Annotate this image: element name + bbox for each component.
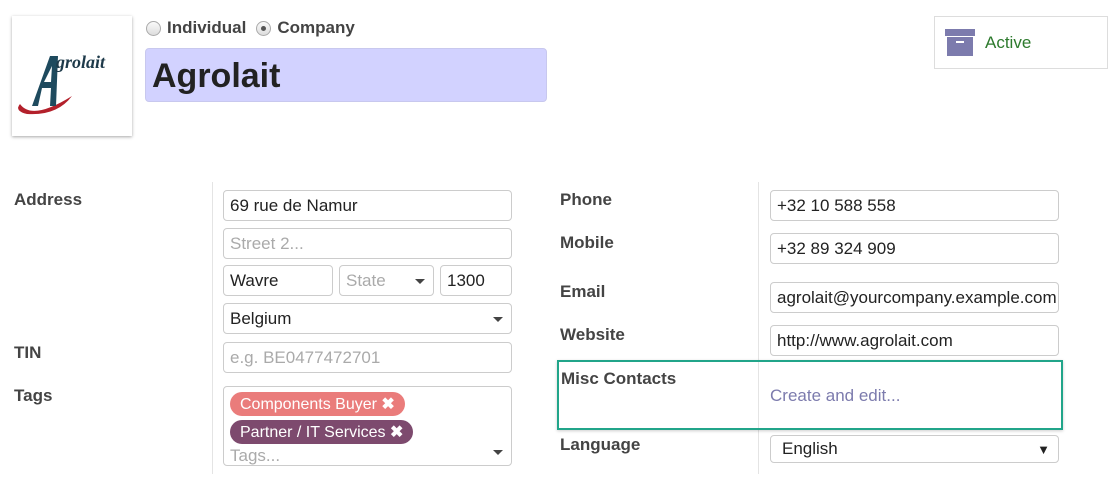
phone-label: Phone	[560, 190, 612, 209]
company-logo[interactable]: grolait	[12, 16, 132, 136]
state-placeholder: State	[346, 270, 386, 290]
tin-label: TIN	[14, 343, 42, 362]
language-label: Language	[560, 435, 641, 454]
individual-radio[interactable]: Individual	[146, 18, 246, 38]
street-input[interactable]: 69 rue de Namur	[223, 190, 512, 221]
language-value: English	[782, 439, 838, 458]
active-label: Active	[985, 32, 1032, 52]
svg-text:grolait: grolait	[55, 52, 106, 72]
radio-unchecked-icon	[146, 20, 161, 36]
create-and-edit-link[interactable]: Create and edit...	[770, 386, 901, 405]
mobile-input[interactable]: +32 89 324 909	[770, 233, 1059, 264]
caret-down-icon: ▼	[1037, 441, 1050, 457]
tags-label: Tags	[14, 386, 53, 405]
language-select[interactable]: English ▼	[770, 435, 1059, 463]
agrolait-logo-image: grolait	[18, 52, 106, 115]
company-name-input[interactable]: Agrolait	[145, 48, 547, 102]
state-select[interactable]: State	[339, 265, 434, 296]
individual-label: Individual	[167, 18, 247, 37]
misc-contacts-label: Misc Contacts	[561, 369, 677, 388]
website-input[interactable]: http://www.agrolait.com	[770, 325, 1059, 356]
tag-label: Partner / IT Services	[240, 424, 386, 441]
street2-input[interactable]: Street 2...	[223, 228, 512, 259]
website-label: Website	[560, 325, 625, 344]
caret-down-icon	[415, 279, 425, 284]
city-input[interactable]: Wavre	[223, 265, 333, 296]
tags-placeholder: Tags...	[230, 446, 281, 465]
archive-icon	[945, 28, 975, 56]
phone-input[interactable]: +32 10 588 558	[770, 190, 1059, 221]
country-value: Belgium	[230, 308, 292, 328]
tags-input[interactable]: Components Buyer ✖ Partner / IT Services…	[223, 386, 512, 466]
misc-contacts-field: Misc Contacts Create and edit...	[557, 360, 1063, 430]
address-label: Address	[14, 190, 83, 209]
company-label: Company	[277, 18, 355, 37]
remove-tag-icon[interactable]: ✖	[389, 424, 404, 441]
active-toggle-button[interactable]: Active	[934, 16, 1108, 69]
divider	[758, 182, 759, 474]
tag-components-buyer: Components Buyer ✖	[230, 392, 405, 416]
mobile-label: Mobile	[560, 233, 614, 252]
zip-input[interactable]: 1300	[440, 265, 512, 296]
email-input[interactable]: agrolait@yourcompany.example.com	[770, 282, 1059, 313]
divider	[212, 182, 213, 474]
tin-input[interactable]: e.g. BE0477472701	[223, 342, 512, 373]
radio-checked-icon	[256, 20, 272, 36]
company-radio[interactable]: Company	[256, 18, 355, 38]
email-label: Email	[560, 282, 606, 301]
tag-partner-it-services: Partner / IT Services ✖	[230, 420, 414, 444]
tag-label: Components Buyer	[240, 396, 377, 413]
company-type-radio-group: Individual Company	[146, 18, 355, 38]
caret-down-icon	[493, 450, 503, 455]
country-select[interactable]: Belgium	[223, 303, 512, 334]
caret-down-icon	[493, 317, 503, 322]
remove-tag-icon[interactable]: ✖	[381, 396, 395, 413]
divider	[758, 362, 759, 428]
